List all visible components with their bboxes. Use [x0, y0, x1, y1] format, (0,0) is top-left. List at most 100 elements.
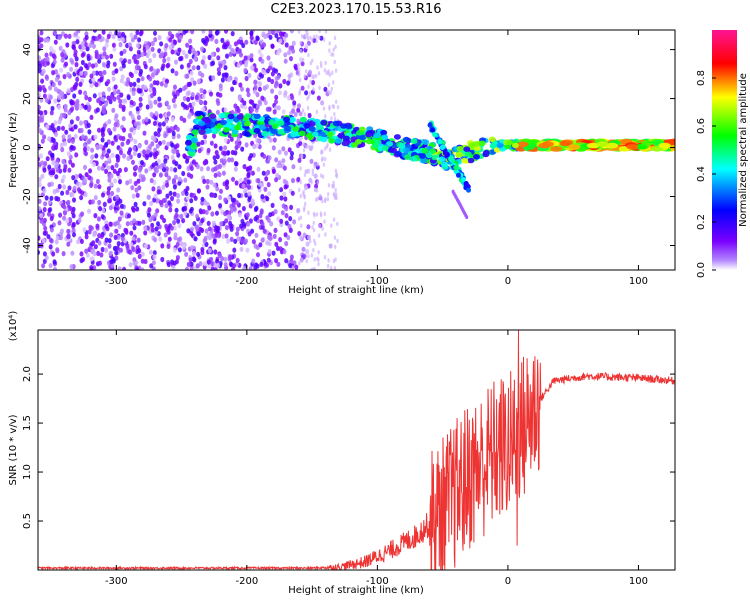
spectrogram-cell: [78, 89, 83, 95]
spectrogram-cell: [66, 234, 71, 240]
spectrogram-cell: [291, 48, 296, 54]
spectrogram-cell: [358, 126, 366, 133]
spectrogram-cell: [188, 38, 193, 44]
spectrogram-cell: [67, 167, 72, 173]
spectrogram-cell: [299, 257, 304, 263]
spectrogram-cell: [125, 180, 130, 186]
spectrogram-cell: [345, 123, 353, 130]
spectrogram-cell: [307, 234, 311, 241]
spectrogram-cell: [313, 164, 316, 169]
x-tick-label: 0: [505, 276, 511, 287]
spectrogram-cell: [272, 137, 277, 143]
spectrogram-cell: [101, 192, 105, 198]
spectrogram-cell: [253, 113, 261, 120]
spectrogram-cell: [87, 229, 92, 235]
spectrogram-cell: [164, 223, 169, 229]
spectrogram-cell: [427, 122, 433, 128]
spectrogram-cell: [260, 237, 265, 243]
spectrogram-cell: [559, 140, 572, 147]
spectrogram-cell: [58, 212, 63, 218]
spectrogram-cell: [326, 142, 329, 147]
spectrogram-cell: [302, 142, 305, 147]
spectrogram-cell: [371, 142, 379, 149]
spectrogram-cell: [55, 235, 60, 241]
spectrogram-cell: [85, 46, 90, 52]
spectrogram-cell: [71, 145, 76, 151]
spectrogram-cell: [222, 158, 227, 164]
spectrogram-cell: [38, 123, 41, 129]
spectrogram-cell: [51, 170, 55, 176]
spectrogram-cell: [75, 102, 80, 108]
spectrogram-cell: [321, 226, 324, 231]
spectrogram-cell: [332, 258, 336, 264]
spectrogram-cell: [261, 69, 266, 75]
spectrogram-cell: [61, 31, 65, 37]
spectrogram-cell: [184, 53, 189, 59]
spectrogram-cell: [236, 62, 241, 69]
spectrogram-cell: [264, 176, 269, 182]
spectrogram-cell: [67, 33, 72, 40]
spectrogram-cell: [541, 141, 554, 147]
spectrogram-cell: [422, 139, 430, 145]
spectrogram-cell: [38, 118, 42, 124]
spectrogram-cell: [323, 211, 326, 217]
spectrogram-cell: [318, 35, 321, 40]
spectrogram-cell: [206, 147, 211, 153]
spectrogram-cell: [337, 132, 345, 139]
spectrogram-cell: [109, 53, 114, 59]
spectrogram-cell: [228, 255, 233, 261]
spectrogram-cell: [132, 145, 137, 151]
spectrogram-cell: [496, 142, 504, 149]
spectrogram-cell: [333, 235, 337, 240]
spectrogram-cell: [249, 153, 254, 159]
spectrogram-cell: [209, 91, 213, 97]
spectrogram-cell: [62, 204, 67, 210]
spectrogram-cell: [97, 58, 102, 64]
spectrogram-cell: [278, 246, 283, 252]
spectrogram-cell: [229, 223, 234, 229]
spectrogram-cell: [138, 88, 143, 94]
spectrogram-cell: [101, 132, 105, 138]
spectrogram-cell: [153, 212, 158, 218]
spectrogram-cell: [126, 95, 131, 101]
spectrogram-cell: [150, 40, 155, 47]
spectrogram-cell: [150, 135, 155, 141]
spectrogram-cell: [53, 266, 57, 270]
spectrogram-cell: [200, 139, 205, 146]
spectrogram-cell: [107, 238, 112, 244]
spectrogram-cell: [299, 77, 302, 83]
spectrogram-cell: [466, 187, 471, 193]
spectrogram-cell: [312, 211, 316, 216]
spectrogram-cell: [196, 251, 201, 257]
spectrogram-cell: [95, 107, 100, 113]
spectrogram-cell: [84, 34, 89, 41]
spectrogram-cell: [223, 211, 228, 217]
spectrogram-cell: [319, 35, 324, 41]
spectrogram-cell: [460, 177, 466, 182]
spectrogram-cell: [194, 51, 199, 57]
spectrogram-cell: [218, 203, 223, 209]
spectrogram-cell: [235, 231, 240, 237]
spectrogram-cell: [80, 190, 84, 196]
spectrogram-cell: [192, 221, 197, 227]
spectrogram-cell: [52, 59, 57, 65]
spectrogram-cell: [120, 236, 125, 242]
spectrogram-cell: [390, 147, 397, 154]
spectrogram-cell: [398, 142, 406, 149]
spectrogram-cell: [276, 216, 281, 222]
spectrogram-cell: [268, 34, 273, 40]
spectrogram-cell: [331, 183, 334, 189]
spectrogram-cell: [38, 68, 42, 74]
spectrogram-cell: [232, 247, 237, 253]
spectrogram-cell: [68, 205, 73, 212]
spectrogram-cell: [493, 147, 501, 153]
spectrogram-cell: [167, 175, 172, 181]
spectrogram-cell: [263, 100, 268, 106]
spectrogram-cell: [214, 38, 219, 45]
spectrogram-cell: [248, 99, 253, 105]
spectrogram-cell: [177, 222, 182, 229]
spectrogram-cell: [227, 113, 235, 120]
spectrogram-cell: [163, 51, 168, 57]
spectrogram-cell: [234, 145, 239, 151]
spectrogram-cell: [254, 67, 258, 73]
